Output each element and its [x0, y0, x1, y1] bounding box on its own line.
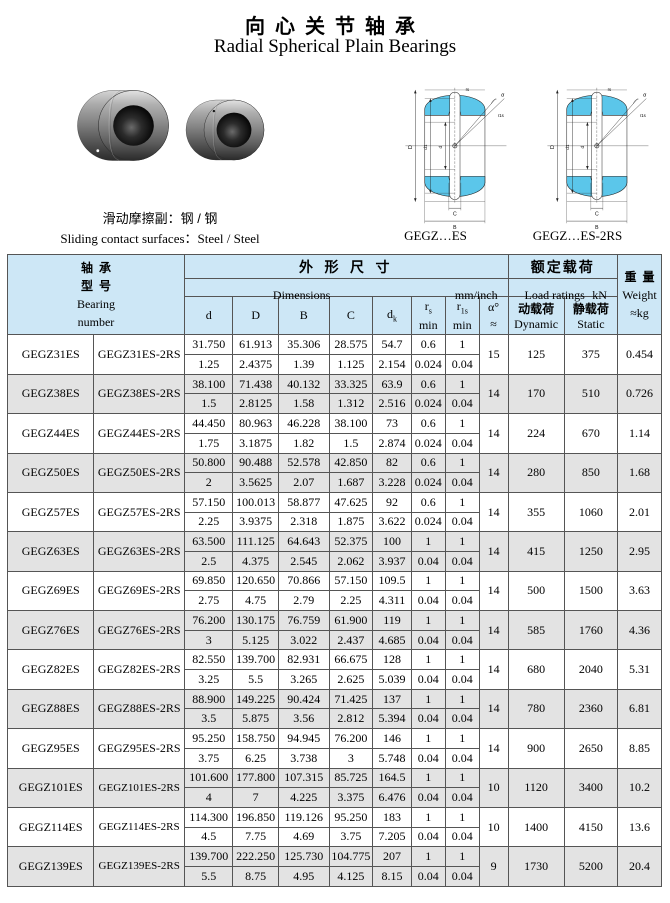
svg-text:rs: rs [466, 87, 470, 92]
svg-text:d: d [438, 145, 444, 148]
svg-text:d1: d1 [565, 144, 571, 150]
svg-text:rs: rs [608, 87, 612, 92]
svg-text:C: C [595, 212, 599, 218]
svg-text:d1: d1 [423, 144, 429, 150]
svg-text:D: D [408, 145, 414, 149]
svg-text:C: C [453, 212, 457, 218]
svg-text:D: D [550, 145, 556, 149]
svg-text:d: d [580, 145, 586, 148]
svg-text:α: α [643, 92, 647, 98]
svg-text:r1s: r1s [640, 113, 646, 118]
